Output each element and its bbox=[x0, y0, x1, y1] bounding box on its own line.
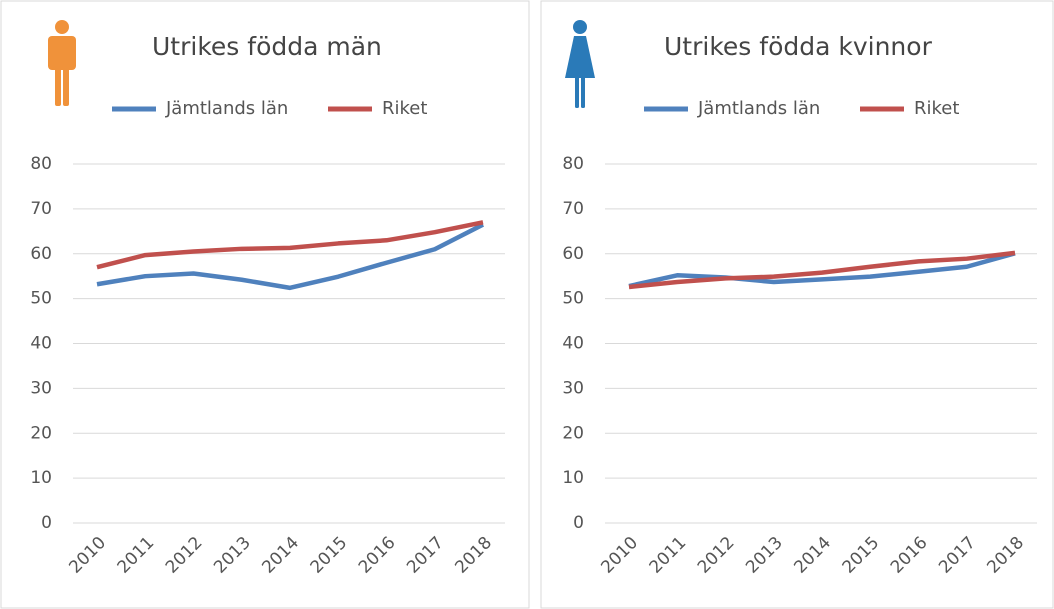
male-icon bbox=[48, 20, 76, 106]
x-tick-label: 2018 bbox=[983, 533, 1028, 578]
x-tick-label: 2012 bbox=[694, 533, 739, 578]
chart-title: Utrikes födda män bbox=[152, 32, 382, 61]
legend-label: Jämtlands län bbox=[165, 98, 288, 119]
x-tick-label: 2010 bbox=[597, 533, 642, 578]
panel-border bbox=[0, 0, 530, 609]
x-tick-label: 2012 bbox=[162, 533, 207, 578]
y-tick-label: 0 bbox=[573, 513, 584, 533]
y-tick-label: 40 bbox=[562, 334, 584, 354]
y-tick-label: 40 bbox=[30, 334, 52, 354]
x-tick-label: 2017 bbox=[403, 533, 448, 578]
y-tick-label: 70 bbox=[562, 199, 584, 219]
x-tick-label: 2014 bbox=[790, 533, 835, 578]
x-tick-label: 2011 bbox=[646, 533, 691, 578]
legend-label: Jämtlands län bbox=[697, 98, 820, 119]
x-tick-label: 2015 bbox=[307, 533, 352, 578]
legend-label: Riket bbox=[382, 98, 427, 119]
series-line bbox=[628, 250, 1016, 290]
female-icon bbox=[565, 20, 595, 108]
x-tick-label: 2016 bbox=[887, 533, 932, 578]
y-tick-label: 20 bbox=[30, 423, 52, 443]
y-tick-label: 0 bbox=[41, 513, 52, 533]
x-tick-label: 2018 bbox=[451, 533, 496, 578]
series-line bbox=[96, 220, 484, 270]
y-tick-label: 30 bbox=[562, 378, 584, 398]
series-line bbox=[96, 222, 485, 291]
y-tick-label: 20 bbox=[562, 423, 584, 443]
x-tick-label: 2010 bbox=[65, 533, 110, 578]
x-tick-label: 2013 bbox=[742, 533, 787, 578]
y-tick-label: 50 bbox=[30, 289, 52, 309]
x-tick-label: 2011 bbox=[114, 533, 159, 578]
x-tick-label: 2014 bbox=[258, 533, 303, 578]
y-tick-label: 50 bbox=[562, 289, 584, 309]
legend-label: Riket bbox=[914, 98, 959, 119]
y-tick-label: 80 bbox=[562, 154, 584, 174]
x-tick-label: 2017 bbox=[935, 533, 980, 578]
chart-title: Utrikes födda kvinnor bbox=[664, 32, 933, 61]
series-line bbox=[628, 251, 1016, 289]
y-tick-label: 30 bbox=[30, 378, 52, 398]
y-tick-label: 70 bbox=[30, 199, 52, 219]
y-tick-label: 80 bbox=[30, 154, 52, 174]
y-tick-label: 10 bbox=[562, 468, 584, 488]
x-tick-label: 2013 bbox=[210, 533, 255, 578]
y-tick-label: 60 bbox=[30, 244, 52, 264]
x-tick-label: 2016 bbox=[355, 533, 400, 578]
x-tick-label: 2015 bbox=[839, 533, 884, 578]
y-tick-label: 10 bbox=[30, 468, 52, 488]
y-tick-label: 60 bbox=[562, 244, 584, 264]
panel-border bbox=[540, 0, 1054, 609]
